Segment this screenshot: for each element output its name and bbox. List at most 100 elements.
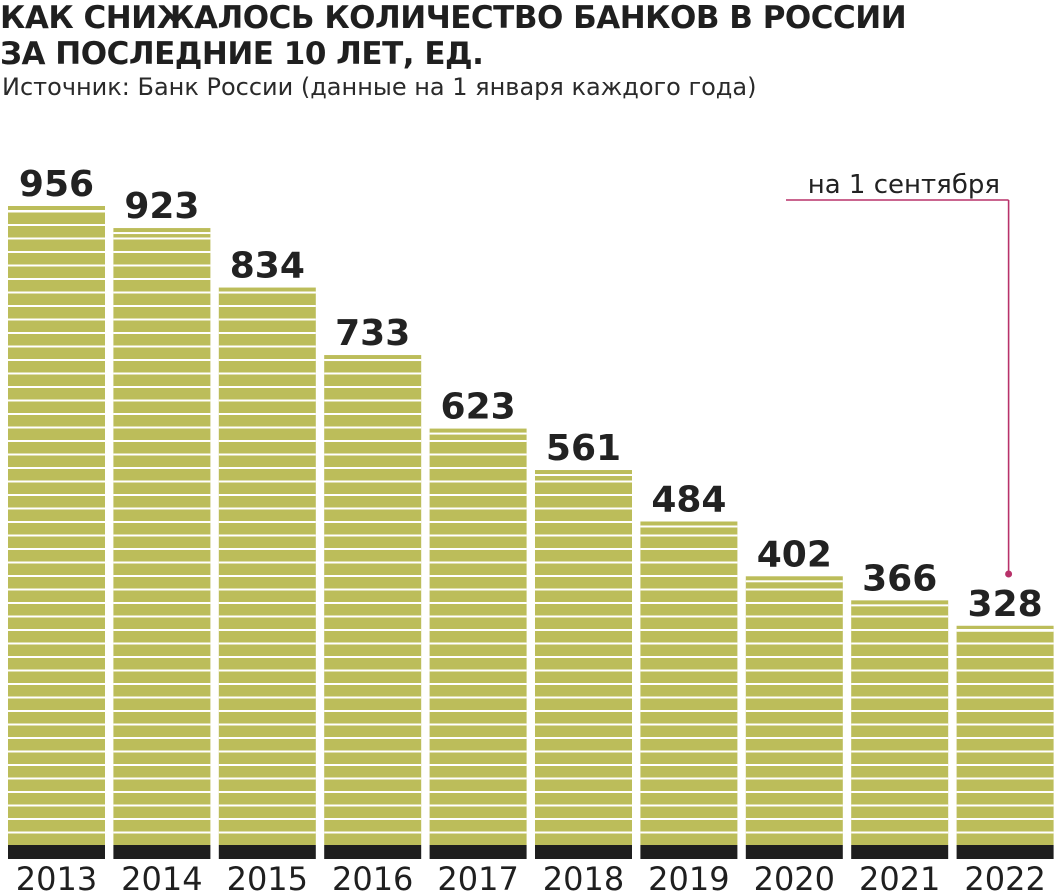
- bar-stripe: [113, 305, 211, 307]
- bar-stripe: [113, 710, 211, 712]
- bar-stripe: [8, 494, 105, 496]
- bar-stripe: [745, 629, 843, 631]
- bar-stripe: [113, 318, 211, 321]
- bar-stripe: [8, 602, 105, 604]
- bar-stripe: [113, 291, 211, 294]
- bar-stripe: [429, 615, 527, 618]
- bar-stripe: [640, 737, 738, 739]
- bar-stripe: [745, 642, 843, 645]
- bar-stripe: [113, 588, 211, 591]
- bar-stripe: [218, 777, 316, 780]
- bar-stripe: [324, 804, 422, 807]
- bar-stripe: [8, 264, 105, 267]
- bar-stripe: [324, 669, 422, 672]
- bar-stripe: [429, 831, 527, 834]
- year-label-2021: 2021: [859, 860, 940, 892]
- bar-stripe: [324, 534, 422, 537]
- bar-stripe: [113, 642, 211, 645]
- bar-stripe: [745, 602, 843, 604]
- bar-stripe: [640, 723, 738, 726]
- value-label-2020: 402: [757, 534, 832, 575]
- bar-stripe: [113, 561, 211, 564]
- bar-stripe: [218, 332, 316, 334]
- bar-stripe: [851, 737, 949, 739]
- bar-stripe: [113, 507, 211, 510]
- bar-stripe: [324, 548, 422, 550]
- bar-stripe: [218, 386, 316, 388]
- bar-stripe: [745, 669, 843, 672]
- bar-body-2017: [429, 428, 527, 845]
- bar-stripe: [324, 642, 422, 645]
- year-label-2017: 2017: [437, 860, 518, 892]
- bar-stripe: [324, 386, 422, 388]
- bar-stripe: [8, 440, 105, 442]
- bar-stripe: [429, 804, 527, 807]
- bar-stripe: [429, 642, 527, 645]
- bar-stripe: [324, 764, 422, 766]
- bar-stripe: [745, 580, 843, 583]
- bar-stripe: [8, 426, 105, 429]
- bar-stripe: [324, 818, 422, 820]
- bar-stripe: [745, 683, 843, 685]
- year-label-2019: 2019: [648, 860, 729, 892]
- bar-stripe: [429, 453, 527, 456]
- bar-stripe: [429, 764, 527, 766]
- bar-stripe: [640, 561, 738, 564]
- bar-2020: [745, 576, 843, 859]
- chart-title: КАК СНИЖАЛОСЬ КОЛИЧЕСТВО БАНКОВ В РОССИИ…: [0, 0, 1040, 72]
- bar-stripe: [956, 791, 1054, 793]
- bar-stripe: [113, 467, 211, 469]
- bar-stripe: [218, 588, 316, 591]
- bar-stripe: [218, 305, 316, 307]
- bar-2014: [113, 228, 211, 859]
- bar-stripe: [113, 669, 211, 672]
- bar-stripe: [218, 575, 316, 577]
- bar-stripe: [218, 413, 316, 415]
- bar-stripe: [218, 440, 316, 442]
- year-label-2015: 2015: [227, 860, 308, 892]
- bar-stripe: [8, 237, 105, 240]
- value-label-2019: 484: [651, 479, 726, 520]
- year-label-2020: 2020: [754, 860, 835, 892]
- bar-stripe: [8, 723, 105, 726]
- chart-title-line-2: ЗА ПОСЛЕДНИЕ 10 ЛЕТ, ЕД.: [0, 36, 484, 72]
- bar-stripe: [113, 521, 211, 523]
- bar-stripe: [535, 521, 632, 523]
- bar-stripe: [429, 602, 527, 604]
- bar-stripe: [324, 453, 422, 456]
- bar-stripe: [640, 548, 738, 550]
- bar-stripe: [851, 642, 949, 645]
- bar-base-2016: [324, 845, 422, 859]
- bar-stripe: [113, 332, 211, 334]
- bar-stripe: [218, 723, 316, 726]
- value-label-2017: 623: [441, 387, 516, 428]
- bar-base-2015: [218, 845, 316, 859]
- bar-stripe: [8, 656, 105, 658]
- bar-stripe: [851, 669, 949, 672]
- bar-stripe: [218, 345, 316, 348]
- bar-base-2018: [535, 845, 632, 859]
- bar-stripe: [324, 588, 422, 591]
- bar-stripe: [429, 467, 527, 469]
- bar-stripe: [8, 359, 105, 361]
- bar-stripe: [429, 548, 527, 550]
- bars-layer: [8, 206, 1054, 859]
- bar-stripe: [956, 818, 1054, 820]
- bar-stripe: [113, 575, 211, 577]
- bar-stripe: [535, 480, 632, 483]
- bar-stripe: [956, 831, 1054, 834]
- bar-stripe: [324, 399, 422, 402]
- bar-stripe: [113, 237, 211, 240]
- bar-stripe: [429, 494, 527, 496]
- bar-stripe: [113, 683, 211, 685]
- bar-stripe: [429, 507, 527, 510]
- bar-stripe: [640, 575, 738, 577]
- bar-stripe: [535, 629, 632, 631]
- bar-stripe: [851, 629, 949, 631]
- bar-stripe: [535, 683, 632, 685]
- year-label-2022: 2022: [964, 860, 1045, 892]
- bar-stripe: [324, 615, 422, 618]
- bar-stripe: [113, 386, 211, 388]
- bar-stripe: [535, 656, 632, 658]
- bar-stripe: [429, 818, 527, 820]
